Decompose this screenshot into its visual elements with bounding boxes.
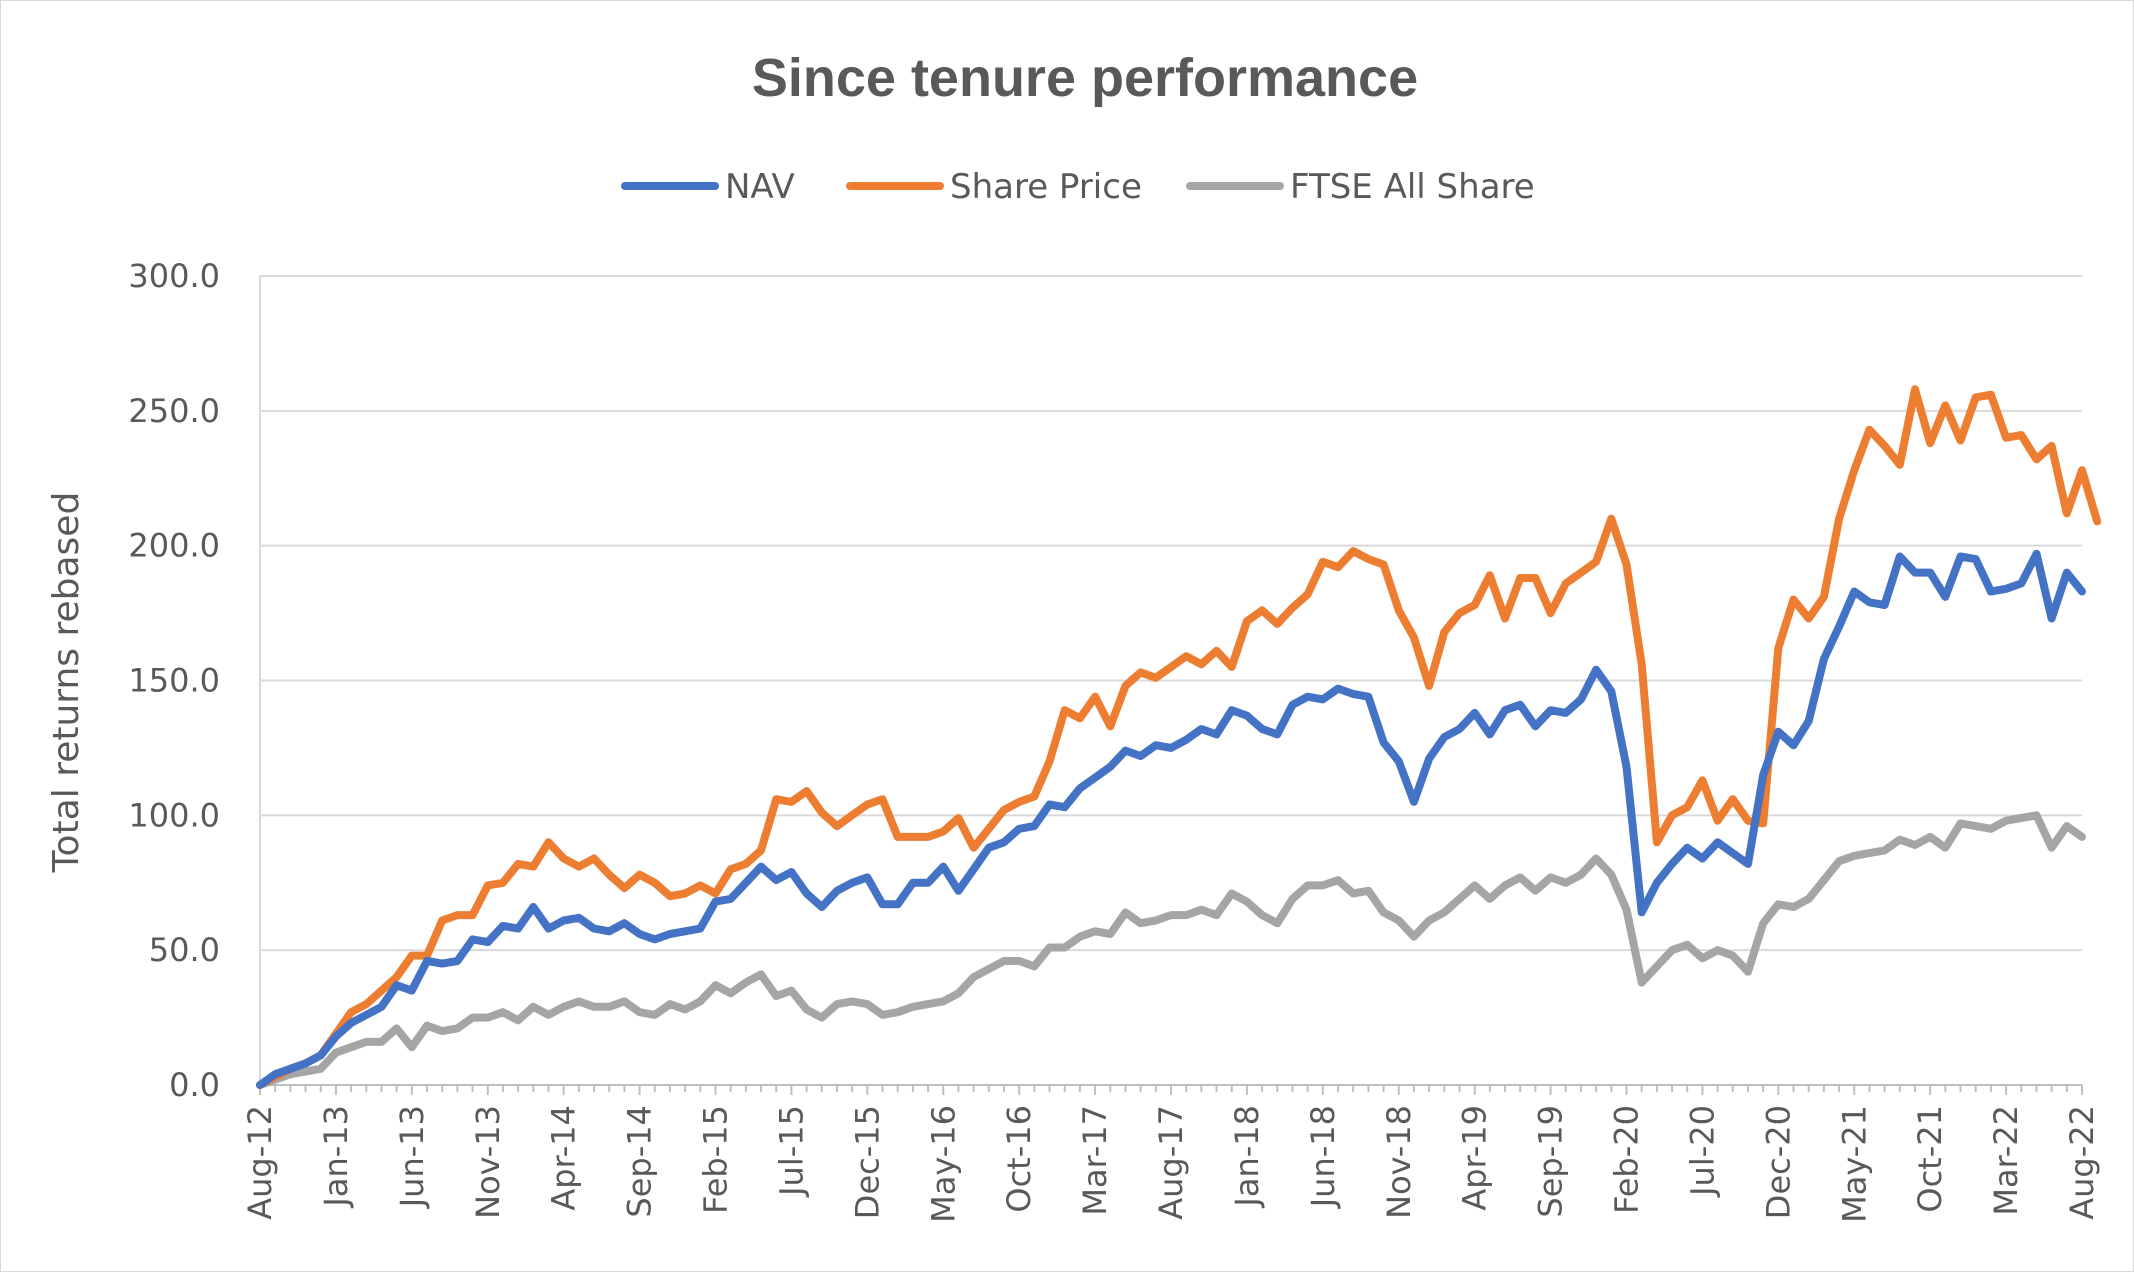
x-tick-label: Aug-17 bbox=[1152, 1105, 1190, 1220]
y-axis-ticks: 0.0 50.0 100.0 150.0 200.0 250.0 300.0 bbox=[128, 257, 220, 1104]
x-tick-label: Apr-19 bbox=[1456, 1105, 1494, 1211]
x-tick-label: Oct-21 bbox=[1911, 1105, 1949, 1213]
y-tick-label: 300.0 bbox=[128, 257, 220, 295]
x-tick-label: Jun-18 bbox=[1304, 1105, 1342, 1209]
legend-label: FTSE All Share bbox=[1290, 167, 1535, 207]
x-axis-ticks: Aug-12 Jan-13 Jun-13 Nov-13 Apr-14 Sep-14 Feb-… bbox=[241, 1085, 2101, 1223]
y-tick-label: 200.0 bbox=[128, 527, 220, 565]
x-tick-label: Oct-16 bbox=[1000, 1105, 1038, 1213]
legend: NAV Share Price FTSE All Share bbox=[621, 167, 1535, 207]
gridlines bbox=[259, 275, 2082, 1086]
series-line-share-price bbox=[256, 385, 2102, 1089]
x-tick-label: May-16 bbox=[924, 1105, 962, 1223]
x-tick-label: Aug-22 bbox=[2063, 1105, 2101, 1220]
y-tick-label: 150.0 bbox=[128, 662, 220, 700]
y-tick-label: 250.0 bbox=[128, 392, 220, 430]
x-tick-label: May-21 bbox=[1835, 1105, 1873, 1223]
x-tick-label: Aug-12 bbox=[241, 1105, 279, 1220]
x-tick-label: Feb-15 bbox=[697, 1105, 735, 1214]
x-tick-label: Mar-17 bbox=[1076, 1105, 1114, 1216]
series-line-nav bbox=[256, 549, 2086, 1089]
x-tick-label: Dec-15 bbox=[848, 1105, 886, 1219]
x-tick-label: Jan-13 bbox=[317, 1105, 355, 1209]
x-tick-label: Feb-20 bbox=[1608, 1105, 1646, 1214]
legend-label: NAV bbox=[725, 167, 795, 207]
x-tick-label: Jan-18 bbox=[1228, 1105, 1266, 1209]
x-tick-label: Dec-20 bbox=[1759, 1105, 1797, 1219]
x-tick-label: Jun-13 bbox=[393, 1105, 431, 1209]
legend-label: Share Price bbox=[950, 167, 1142, 207]
x-tick-label: Nov-18 bbox=[1380, 1105, 1418, 1219]
x-tick-label: Sep-19 bbox=[1532, 1105, 1570, 1218]
series-lines bbox=[256, 385, 2102, 1089]
x-tick-label: Nov-13 bbox=[469, 1105, 507, 1219]
y-axis-label: Total returns rebased bbox=[46, 492, 87, 874]
chart-title: Since tenure performance bbox=[752, 48, 1418, 108]
x-tick-label: Sep-14 bbox=[621, 1105, 659, 1218]
x-tick-label: Jul-15 bbox=[772, 1105, 810, 1198]
y-tick-label: 100.0 bbox=[128, 796, 220, 834]
x-tick-label: Apr-14 bbox=[545, 1105, 583, 1211]
series-line-ftse-all-share bbox=[256, 811, 2086, 1089]
x-tick-label: Jul-20 bbox=[1683, 1105, 1721, 1198]
y-tick-label: 50.0 bbox=[149, 931, 220, 969]
x-tick-label: Mar-22 bbox=[1987, 1105, 2025, 1216]
y-tick-label: 0.0 bbox=[169, 1066, 220, 1104]
